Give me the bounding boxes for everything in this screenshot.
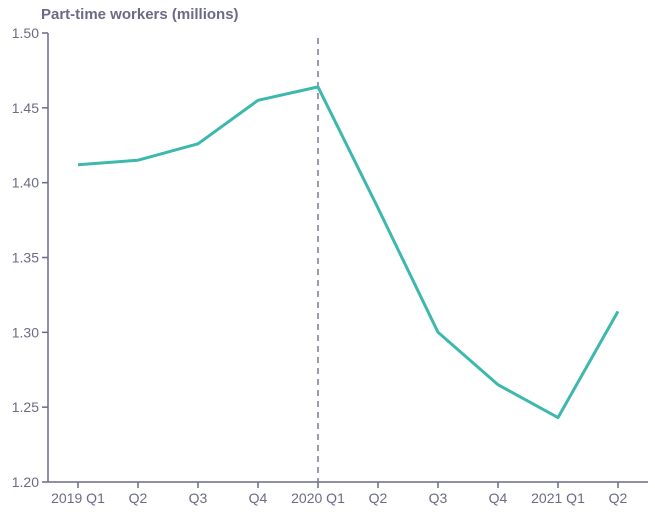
x-tick-label: Q3: [429, 490, 448, 506]
x-tick-label: Q4: [489, 490, 508, 506]
y-tick-label: 1.40: [12, 175, 39, 191]
series-line: [77, 85, 620, 420]
x-tick-label: Q3: [189, 490, 208, 506]
x-tick-label: 2021 Q1: [531, 490, 585, 506]
x-tick-label: Q2: [609, 490, 628, 506]
x-tick-label: 2020 Q1: [291, 490, 345, 506]
x-tick-label: Q2: [369, 490, 388, 506]
y-tick-label: 1.20: [12, 474, 39, 490]
y-tick-label: 1.45: [12, 100, 39, 116]
y-tick-label: 1.50: [12, 25, 39, 41]
chart-title: Part-time workers (millions): [41, 6, 239, 23]
y-tick-label: 1.30: [12, 324, 39, 340]
x-tick-label: Q2: [129, 490, 148, 506]
y-axis: 1.20 1.25 1.30 1.35 1.40 1.45 1.50: [12, 25, 49, 490]
x-tick-label: Q4: [249, 490, 268, 506]
y-tick-label: 1.25: [12, 399, 39, 415]
x-tick-label: 2019 Q1: [51, 490, 105, 506]
x-axis: 2019 Q1 Q2 Q3 Q4 2020 Q1 Q2 Q3 Q4 2021 Q1 Q2: [48, 481, 648, 506]
y-tick-label: 1.35: [12, 250, 39, 266]
